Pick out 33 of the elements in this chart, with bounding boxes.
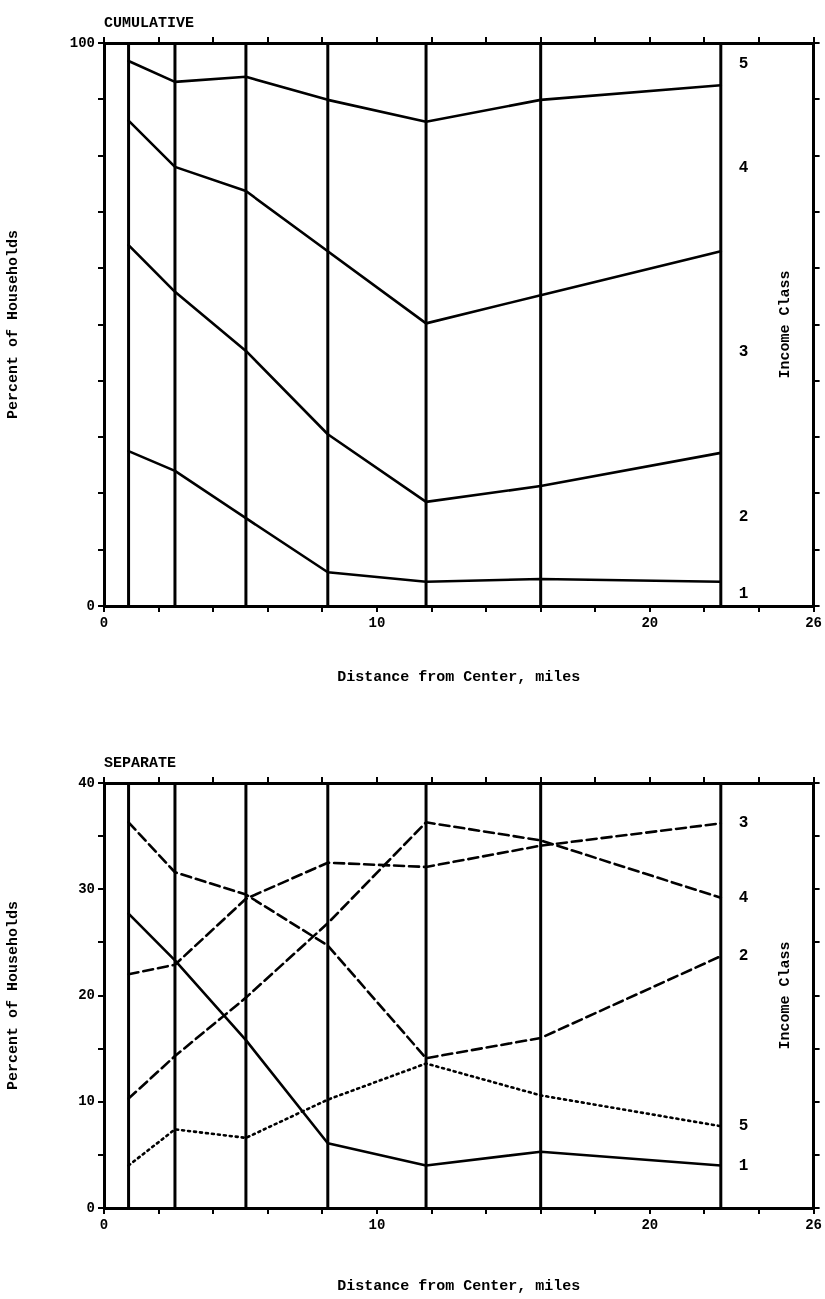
y-tick-label: 40 <box>78 774 95 791</box>
y2-axis-title: Income Class <box>777 270 795 379</box>
x-axis-title: Distance from Center, miles <box>337 1277 581 1295</box>
y2-axis-title: Income Class <box>777 941 795 1050</box>
y-axis-title: Percent of Households <box>4 229 22 420</box>
y-tick-label: 20 <box>78 987 95 1004</box>
series-label: 1 <box>738 1156 749 1175</box>
x-tick-label: 10 <box>368 1216 386 1233</box>
x-axis-title: Distance from Center, miles <box>337 668 581 686</box>
x-tick-label: 10 <box>368 614 386 631</box>
x-tick-label: 26 <box>805 614 822 631</box>
series-label: 4 <box>738 888 749 907</box>
chart-title: CUMULATIVE <box>104 15 195 33</box>
x-tick-label: 0 <box>99 1216 109 1233</box>
series-label: 5 <box>738 1117 749 1136</box>
annotation: 3 <box>738 343 749 362</box>
series-label: 2 <box>738 947 749 966</box>
y-tick-label: 0 <box>86 597 95 614</box>
y-tick-label: 100 <box>69 34 95 51</box>
y-tick-label: 30 <box>78 880 95 897</box>
y-tick-label: 0 <box>86 1199 95 1216</box>
annotation: 2 <box>738 508 749 527</box>
x-tick-label: 0 <box>99 614 109 631</box>
annotation: 4 <box>738 159 749 178</box>
x-tick-label: 20 <box>641 614 659 631</box>
series-label: 3 <box>738 814 749 833</box>
annotation: 1 <box>738 584 749 603</box>
y-axis-title: Percent of Households <box>4 900 22 1091</box>
y-tick-label: 10 <box>78 1093 95 1110</box>
x-tick-label: 26 <box>805 1216 822 1233</box>
x-tick-label: 20 <box>641 1216 659 1233</box>
annotation: 5 <box>738 55 749 74</box>
chart-title: SEPARATE <box>104 755 177 773</box>
